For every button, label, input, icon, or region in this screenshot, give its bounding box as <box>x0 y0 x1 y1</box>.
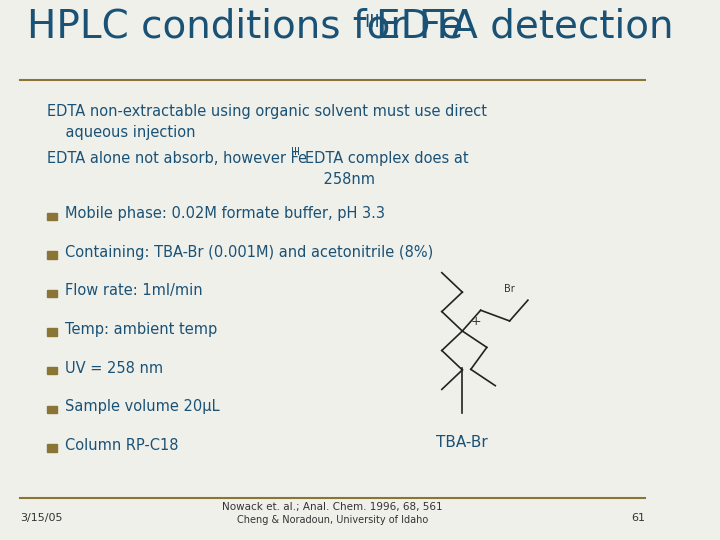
Text: UV = 258 nm: UV = 258 nm <box>66 361 163 375</box>
Text: Mobile phase: 0.02M formate buffer, pH 3.3: Mobile phase: 0.02M formate buffer, pH 3… <box>66 206 385 221</box>
Text: Sample volume 20μL: Sample volume 20μL <box>66 399 220 414</box>
Bar <box>48 290 57 297</box>
Text: +: + <box>470 315 481 328</box>
Bar <box>48 251 57 259</box>
Bar <box>48 213 57 220</box>
Text: Column RP-C18: Column RP-C18 <box>66 438 179 453</box>
Text: TBA-Br: TBA-Br <box>436 435 488 450</box>
Text: 61: 61 <box>631 513 645 523</box>
Bar <box>48 406 57 413</box>
Text: EDTA detection: EDTA detection <box>376 8 673 45</box>
Text: Flow rate: 1ml/min: Flow rate: 1ml/min <box>66 284 203 298</box>
Text: HPLC conditions for Fe: HPLC conditions for Fe <box>27 8 463 45</box>
Bar <box>48 444 57 451</box>
Text: Temp: ambient temp: Temp: ambient temp <box>66 322 217 337</box>
Text: Br: Br <box>504 284 515 294</box>
Text: EDTA complex does at
    258nm: EDTA complex does at 258nm <box>305 151 468 187</box>
Text: III: III <box>292 147 300 158</box>
Text: EDTA alone not absorb, however Fe: EDTA alone not absorb, however Fe <box>47 151 307 166</box>
Text: Cheng & Noradoun, University of Idaho: Cheng & Noradoun, University of Idaho <box>237 515 428 525</box>
Text: EDTA non-extractable using organic solvent must use direct
    aqueous injection: EDTA non-extractable using organic solve… <box>47 104 487 139</box>
Text: Containing: TBA-Br (0.001M) and acetonitrile (8%): Containing: TBA-Br (0.001M) and acetonit… <box>66 245 433 260</box>
Bar <box>48 328 57 336</box>
Text: 3/15/05: 3/15/05 <box>20 513 63 523</box>
Text: Nowack et. al.; Anal. Chem. 1996, 68, 561: Nowack et. al.; Anal. Chem. 1996, 68, 56… <box>222 502 443 512</box>
Bar <box>48 367 57 374</box>
Text: III: III <box>364 12 380 31</box>
